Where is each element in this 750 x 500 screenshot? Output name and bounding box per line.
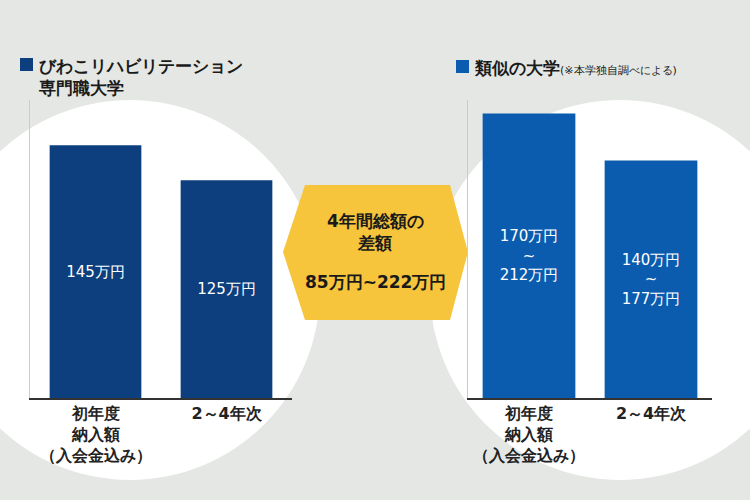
svg-text:2～4年次: 2～4年次 bbox=[191, 404, 262, 423]
svg-text:140万円~177万円: 140万円~177万円 bbox=[622, 251, 681, 308]
svg-text:85万円~222万円: 85万円~222万円 bbox=[305, 272, 446, 292]
svg-text:145万円: 145万円 bbox=[66, 263, 125, 281]
svg-text:2～4年次: 2～4年次 bbox=[616, 404, 687, 423]
svg-text:びわこリハビリテーション専門職大学: びわこリハビリテーション専門職大学 bbox=[38, 56, 243, 98]
svg-text:初年度納入額（入会金込み）: 初年度納入額（入会金込み） bbox=[40, 404, 152, 465]
svg-text:4年間総額の差額: 4年間総額の差額 bbox=[327, 211, 424, 253]
svg-text:初年度納入額（入会金込み）: 初年度納入額（入会金込み） bbox=[473, 404, 585, 465]
svg-text:類似の大学(※本学独自調べによる): 類似の大学(※本学独自調べによる) bbox=[474, 58, 677, 78]
svg-text:125万円: 125万円 bbox=[197, 280, 256, 298]
svg-text:170万円~212万円: 170万円~212万円 bbox=[500, 227, 559, 284]
